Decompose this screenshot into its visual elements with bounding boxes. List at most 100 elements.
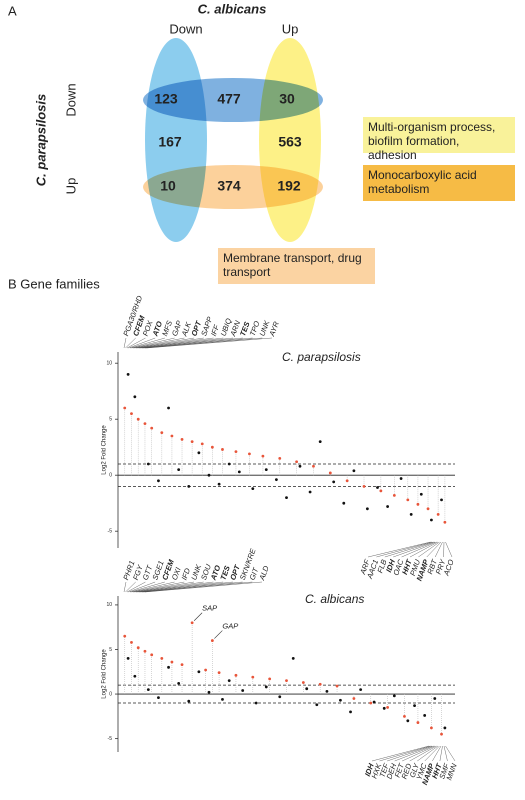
point: [207, 473, 211, 477]
point: [392, 493, 396, 497]
point: [217, 482, 221, 486]
point: [301, 681, 305, 684]
point: [251, 487, 255, 491]
leader: [138, 337, 224, 349]
point: [315, 703, 319, 707]
leader: [376, 541, 433, 558]
leader: [128, 581, 156, 593]
point: [305, 687, 309, 691]
point: [150, 653, 154, 657]
y-tick-label: 0: [109, 691, 112, 697]
gene-label: IDH: [384, 558, 397, 574]
panel-title: C. albicans: [305, 592, 364, 606]
point: [308, 490, 312, 494]
point: [160, 431, 164, 435]
leader: [394, 745, 434, 762]
venn-side-title: C. parapsilosis: [33, 94, 48, 186]
point: [413, 704, 416, 708]
gene-label: FLB: [375, 558, 388, 574]
leader: [123, 581, 127, 593]
gene-label: IFF: [209, 323, 221, 337]
point: [339, 698, 342, 702]
annotation: GAP: [222, 622, 238, 631]
leader: [134, 581, 195, 593]
gene-label: ALD: [257, 564, 271, 582]
point: [386, 505, 389, 508]
point: [251, 675, 255, 679]
count: 374: [217, 178, 241, 194]
leader: [135, 337, 204, 349]
leader: [417, 745, 439, 762]
y-tick-label: 10: [106, 361, 112, 367]
leader: [432, 745, 442, 762]
leader: [126, 337, 146, 349]
point: [264, 468, 268, 471]
leader: [439, 745, 443, 762]
point: [254, 701, 258, 705]
gene-label: GIT: [248, 565, 261, 581]
leader: [418, 541, 440, 558]
point: [150, 426, 154, 430]
point: [170, 434, 174, 438]
point: [177, 681, 181, 685]
point: [136, 417, 140, 421]
point: [227, 462, 231, 466]
point: [430, 726, 433, 730]
point: [416, 721, 420, 724]
leader: [387, 745, 433, 762]
point: [285, 679, 288, 683]
point: [433, 697, 437, 700]
ellipse: [143, 165, 323, 209]
leader: [141, 337, 243, 349]
point: [443, 520, 447, 524]
leader: [401, 541, 437, 558]
y-axis-label: Log2 Fold Change: [102, 425, 108, 475]
leader: [146, 337, 273, 349]
leader: [125, 581, 136, 593]
panel-label: A: [8, 3, 17, 18]
leader: [140, 581, 233, 593]
leader: [443, 745, 448, 762]
leader: [379, 745, 431, 762]
leader: [393, 541, 436, 558]
point: [365, 507, 369, 511]
count: 563: [278, 134, 302, 150]
gene-label: OXI: [170, 566, 183, 581]
point: [436, 513, 440, 516]
y-tick-label: 0: [109, 473, 112, 479]
point: [157, 479, 160, 483]
point: [221, 448, 224, 451]
point: [278, 457, 282, 460]
point: [197, 670, 201, 674]
leader: [141, 581, 243, 593]
point: [379, 489, 383, 493]
count: 477: [217, 91, 241, 107]
leader: [371, 745, 430, 762]
point: [342, 501, 346, 505]
leader: [402, 745, 436, 762]
point: [221, 698, 224, 701]
annotation-box: Monocarboxylic acid metabolism: [363, 165, 515, 201]
point: [430, 518, 433, 522]
point: [386, 706, 389, 709]
point: [423, 714, 427, 717]
point: [278, 695, 282, 699]
point: [369, 701, 373, 705]
point: [136, 646, 140, 650]
annotation-box: Membrane transport, drug transport: [218, 248, 375, 284]
y-tick-label: -5: [108, 736, 113, 742]
point: [170, 660, 174, 664]
y-axis-label: Log2 Fold Change: [102, 649, 108, 699]
leader: [144, 581, 263, 593]
point: [419, 492, 423, 496]
point: [352, 697, 356, 700]
leader: [137, 581, 214, 593]
point: [146, 462, 150, 466]
point: [382, 706, 386, 710]
point: [325, 689, 329, 693]
panel-label: B Gene families: [8, 276, 100, 291]
leader: [135, 581, 204, 593]
point: [227, 679, 231, 683]
count: 192: [277, 178, 301, 194]
point: [197, 451, 201, 455]
